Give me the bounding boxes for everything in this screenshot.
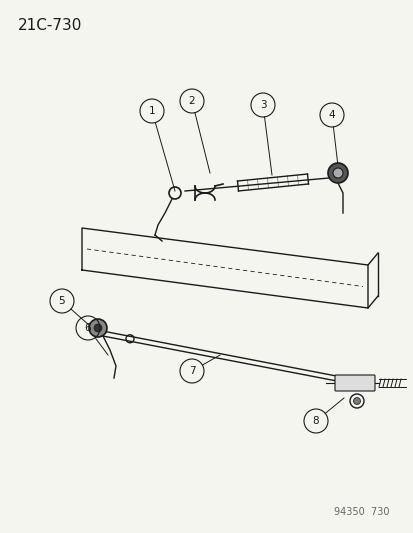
Circle shape [89, 319, 107, 337]
Text: 3: 3 [259, 100, 266, 110]
Circle shape [353, 398, 360, 405]
Text: 2: 2 [188, 96, 195, 106]
Text: 5: 5 [59, 296, 65, 306]
Circle shape [327, 163, 347, 183]
FancyBboxPatch shape [334, 375, 374, 391]
Text: 21C-730: 21C-730 [18, 18, 82, 33]
Text: 8: 8 [312, 416, 318, 426]
Text: 94350  730: 94350 730 [334, 507, 389, 517]
Text: 4: 4 [328, 110, 335, 120]
Circle shape [332, 168, 342, 178]
Text: 1: 1 [148, 106, 155, 116]
Text: 6: 6 [85, 323, 91, 333]
Text: 7: 7 [188, 366, 195, 376]
Circle shape [94, 324, 102, 332]
